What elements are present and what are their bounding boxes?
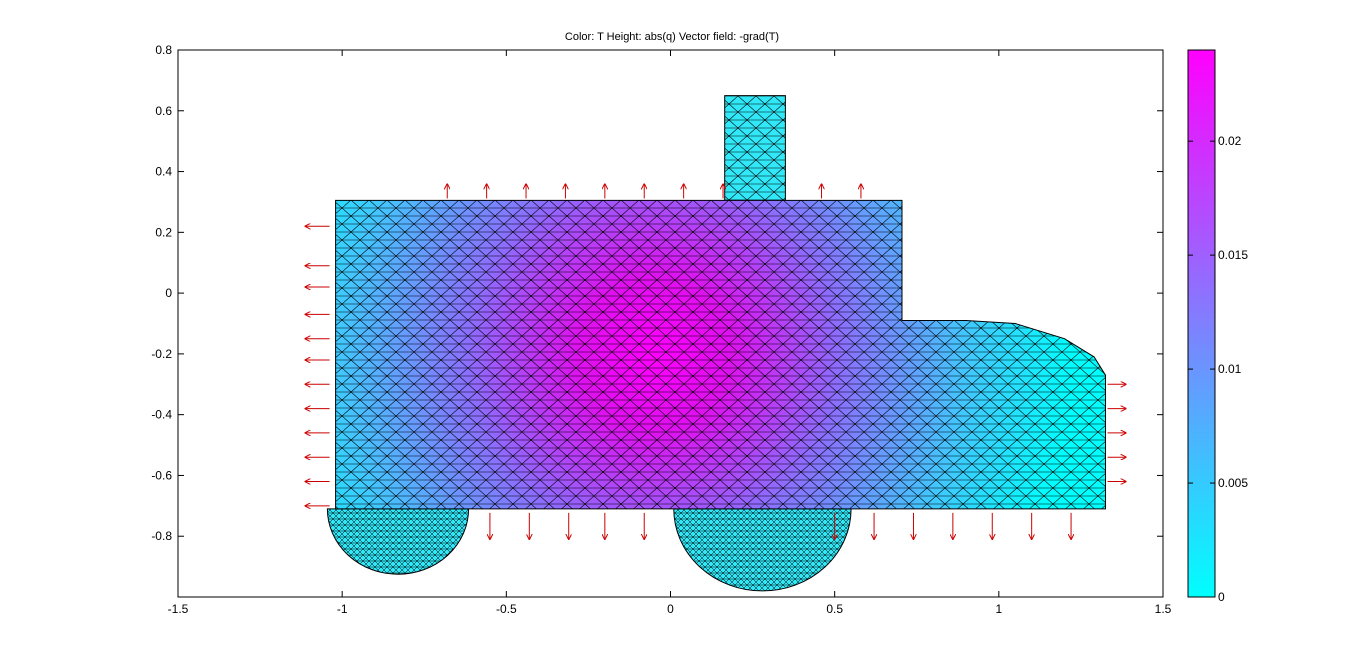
x-tick: -1 — [337, 50, 348, 616]
chimney-mesh — [724, 95, 786, 201]
colorbar-ticks: 0 0.005 0.01 0.015 0.02 — [1188, 134, 1248, 604]
x-tick-label: -1 — [337, 602, 348, 616]
x-axis: -1.5 -1 -0.5 0 0.5 1 1.5 — [168, 50, 1172, 616]
y-tick-label: 0 — [165, 286, 172, 300]
x-tick: -1.5 — [168, 50, 189, 616]
y-tick: 0.2 — [155, 225, 1163, 239]
x-tick-label: 1 — [995, 602, 1002, 616]
colorbar-tick: 0.01 — [1188, 362, 1242, 376]
x-tick: 0.5 — [826, 50, 843, 616]
colorbar-tick: 0.02 — [1188, 134, 1242, 148]
colorbar-tick: 0.015 — [1188, 248, 1248, 262]
chart-title: Color: T Height: abs(q) Vector field: -g… — [565, 31, 779, 43]
y-tick-label: -0.6 — [151, 468, 172, 482]
colorbar-tick-label: 0.015 — [1218, 248, 1248, 262]
x-tick-label: 0.5 — [826, 602, 843, 616]
x-tick-label: -1.5 — [168, 602, 189, 616]
wheel-mesh — [327, 508, 469, 575]
x-tick: -0.5 — [496, 50, 517, 616]
colorbar-tick-label: 0 — [1218, 590, 1225, 604]
y-tick: -0.2 — [151, 347, 1163, 361]
colorbar-tick: 0 — [1188, 590, 1225, 604]
x-tick: 1.5 — [1155, 50, 1172, 616]
x-tick: 0 — [667, 50, 674, 616]
body-mesh — [335, 200, 1106, 509]
y-tick: 0.4 — [155, 165, 1163, 179]
y-tick-label: 0.8 — [155, 43, 172, 57]
colorbar-gradient — [1187, 49, 1216, 598]
y-tick-label: 0.4 — [155, 165, 172, 179]
y-tick: -0.4 — [151, 408, 1163, 422]
x-tick-label: -0.5 — [496, 602, 517, 616]
x-tick-label: 1.5 — [1155, 602, 1172, 616]
x-tick-label: 0 — [667, 602, 674, 616]
colorbar-tick: 0.005 — [1188, 476, 1248, 490]
wheel-mesh — [673, 508, 852, 591]
y-tick: 0 — [165, 286, 1163, 300]
colorbar-tick-label: 0.01 — [1218, 362, 1242, 376]
y-tick: 0.8 — [155, 43, 1163, 57]
y-tick-label: 0.6 — [155, 104, 172, 118]
x-tick: 1 — [995, 50, 1002, 616]
y-tick-label: -0.8 — [151, 529, 172, 543]
plot-area — [306, 95, 1126, 592]
vector-field — [306, 184, 1126, 538]
y-tick: 0.6 — [155, 104, 1163, 118]
domain-mesh — [326, 95, 1106, 592]
y-tick: -0.6 — [151, 468, 1163, 482]
y-tick-label: -0.2 — [151, 347, 172, 361]
y-tick-label: 0.2 — [155, 225, 172, 239]
y-tick: -0.8 — [151, 529, 1163, 543]
y-axis: -0.8 -0.6 -0.4 -0.2 0 0.2 0.4 0.6 0.8 — [151, 43, 1163, 543]
colorbar-tick-label: 0.005 — [1218, 476, 1248, 490]
colorbar: 0 0.005 0.01 0.015 0.02 — [1187, 49, 1248, 604]
colorbar-tick-label: 0.02 — [1218, 134, 1242, 148]
y-tick-label: -0.4 — [151, 408, 172, 422]
